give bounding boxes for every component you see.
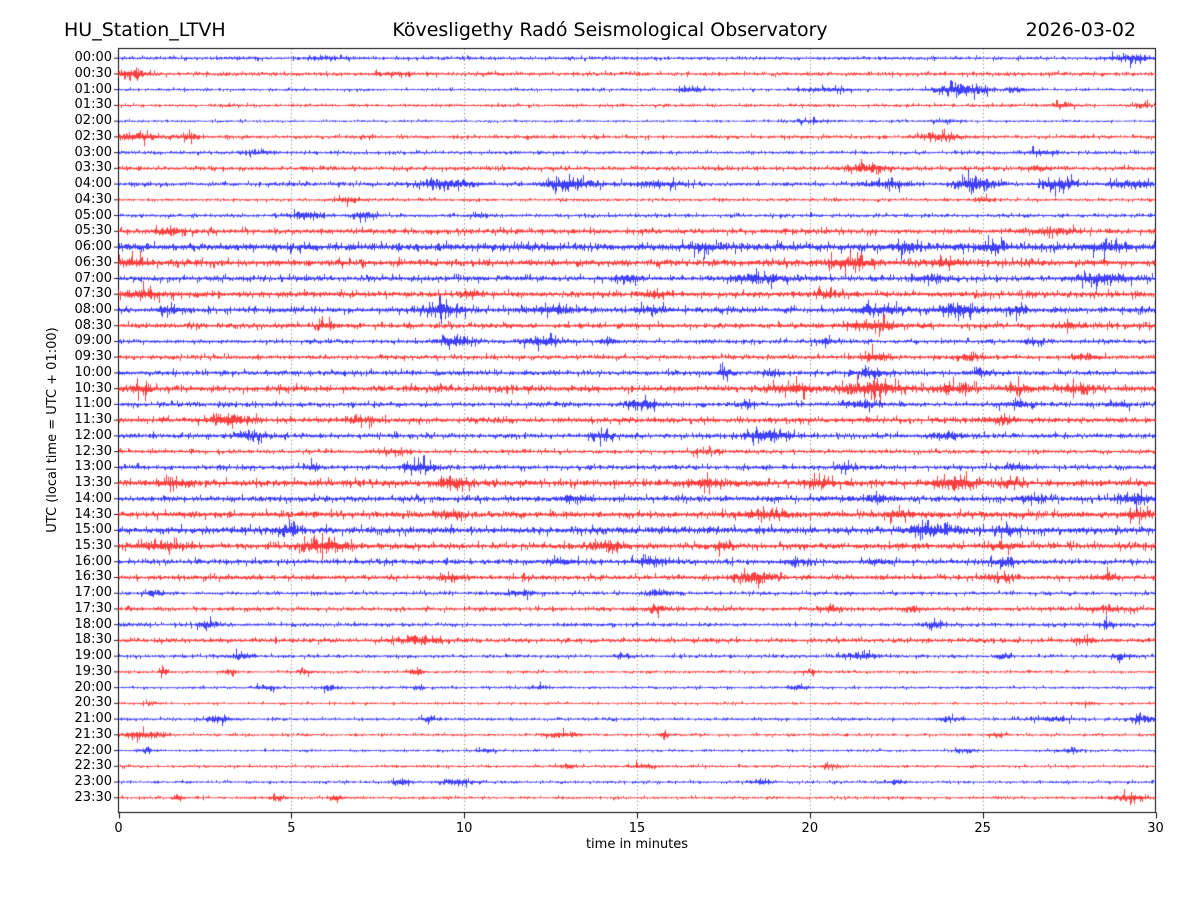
y-tick-label: 19:30: [74, 663, 112, 679]
y-tick-label: 17:00: [74, 585, 112, 601]
y-tick-label: 12:00: [74, 427, 112, 443]
y-tick-label: 20:30: [74, 695, 112, 711]
observatory-title: Kövesligethy Radó Seismological Observat…: [392, 19, 828, 41]
y-tick-label: 18:00: [74, 616, 112, 632]
y-tick-label: 14:30: [74, 506, 112, 522]
x-tick-label: 15: [628, 821, 646, 836]
y-tick-label: 07:30: [74, 286, 112, 302]
y-tick-label: 16:00: [74, 553, 112, 569]
y-tick-label: 13:30: [74, 475, 112, 491]
y-tick-label: 11:30: [74, 412, 112, 428]
y-tick-label: 21:30: [74, 726, 112, 742]
y-tick-label: 22:30: [74, 758, 112, 774]
y-tick-label: 06:30: [74, 254, 112, 270]
y-tick-label: 15:00: [74, 522, 112, 538]
y-tick-label: 08:00: [74, 301, 112, 317]
y-tick-label: 14:00: [74, 490, 112, 506]
y-tick-label: 19:00: [74, 648, 112, 664]
x-tick-label: 10: [455, 821, 473, 836]
y-tick-label: 02:30: [74, 128, 112, 144]
x-tick-label: 0: [114, 821, 123, 836]
y-tick-label: 21:00: [74, 711, 112, 727]
x-tick-label: 25: [974, 821, 991, 836]
y-tick-label: 03:30: [74, 160, 112, 176]
y-tick-label: 15:30: [74, 538, 112, 554]
y-tick-label: 00:00: [74, 50, 112, 66]
y-tick-label: 04:00: [74, 176, 112, 192]
y-tick-label: 08:30: [74, 317, 112, 333]
y-tick-label: 02:00: [74, 113, 112, 129]
x-axis-label: time in minutes: [585, 837, 689, 852]
y-tick-label: 09:30: [74, 349, 112, 365]
y-tick-label: 01:00: [74, 81, 112, 97]
x-tick-label: 30: [1147, 821, 1164, 836]
y-tick-label: 07:00: [74, 270, 112, 286]
y-tick-label: 23:30: [74, 789, 112, 805]
y-tick-label: 01:30: [74, 97, 112, 113]
y-tick-label: 11:00: [74, 396, 112, 412]
y-tick-label: 20:00: [74, 679, 112, 695]
y-tick-label: 06:00: [74, 239, 112, 255]
y-tick-label: 09:00: [74, 333, 112, 349]
y-tick-label: 12:30: [74, 443, 112, 459]
x-tick-label: 20: [801, 821, 819, 836]
y-tick-label: 05:30: [74, 223, 112, 239]
y-tick-label: 13:00: [74, 459, 112, 475]
y-tick-label: 00:30: [74, 65, 112, 81]
x-tick-label: 5: [287, 821, 296, 836]
y-tick-label: 04:30: [74, 191, 112, 207]
y-tick-label: 05:00: [74, 207, 112, 223]
y-tick-label: 03:00: [74, 144, 112, 160]
y-tick-label: 18:30: [74, 632, 112, 648]
y-tick-label: 10:00: [74, 364, 112, 380]
y-tick-label: 17:30: [74, 600, 112, 616]
y-tick-label: 23:00: [74, 774, 112, 790]
date-title: 2026-03-02: [1025, 19, 1136, 41]
station-title: HU_Station_LTVH: [64, 19, 226, 41]
y-tick-label: 10:30: [74, 380, 112, 396]
y-tick-label: 16:30: [74, 569, 112, 585]
y-tick-label: 22:00: [74, 742, 112, 758]
